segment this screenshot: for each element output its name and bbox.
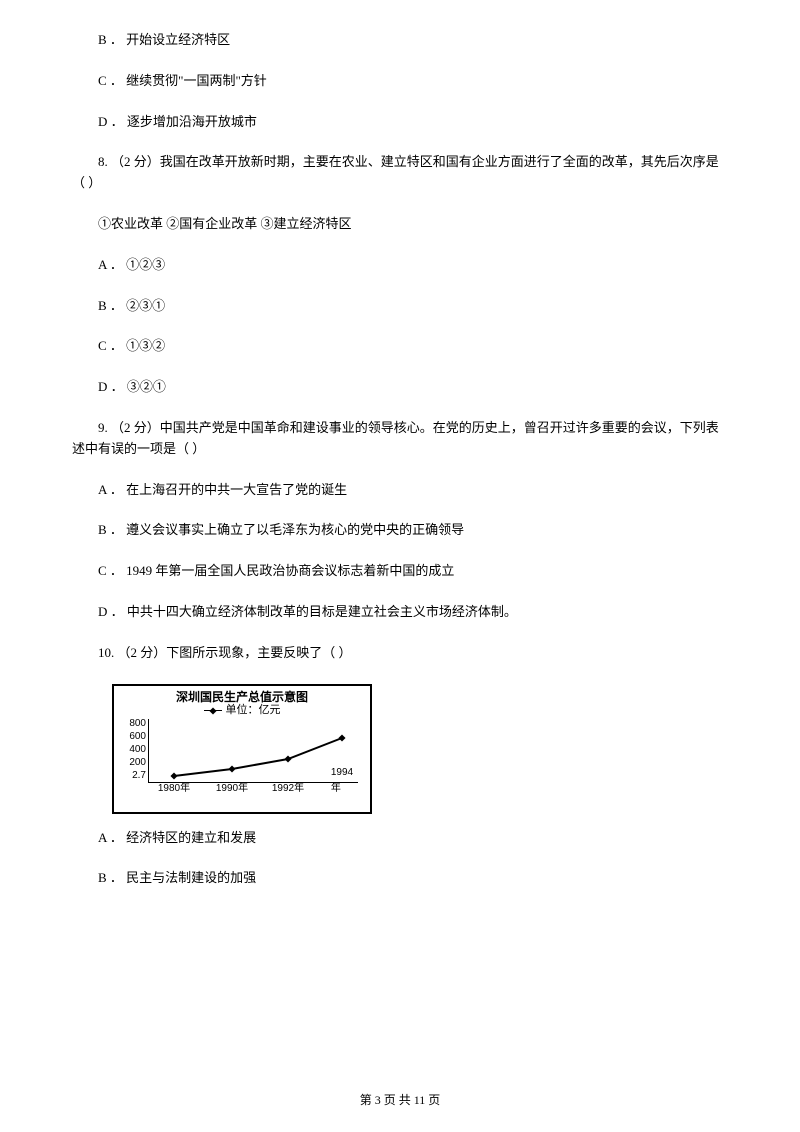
q8-option-b: B ． ②③① bbox=[72, 296, 728, 317]
q7-option-d: D ． 逐步增加沿海开放城市 bbox=[72, 112, 728, 133]
chart-unit-label: 单位：亿元 bbox=[226, 704, 281, 716]
q10-stem: 10. （2 分）下图所示现象，主要反映了（ ） bbox=[72, 643, 728, 664]
page-footer: 第 3 页 共 11 页 bbox=[0, 1091, 800, 1110]
q9-option-c: C ． 1949 年第一届全国人民政治协商会议标志着新中国的成立 bbox=[72, 561, 728, 582]
chart-title: 深圳国民生产总值示意图 bbox=[120, 690, 364, 704]
q8-option-a: A ． ①②③ bbox=[72, 255, 728, 276]
ytick-2.7: 2.7 bbox=[120, 768, 146, 784]
chart-subtitle: 单位：亿元 bbox=[120, 704, 364, 717]
q8-list: ①农业改革 ②国有企业改革 ③建立经济特区 bbox=[72, 214, 728, 235]
q9-option-d: D ． 中共十四大确立经济体制改革的目标是建立社会主义市场经济体制。 bbox=[72, 602, 728, 623]
q9-option-a: A ． 在上海召开的中共一大宣告了党的诞生 bbox=[72, 480, 728, 501]
q7-option-b: B ． 开始设立经济特区 bbox=[72, 30, 728, 51]
q9-stem: 9. （2 分）中国共产党是中国革命和建设事业的领导核心。在党的历史上，曾召开过… bbox=[72, 418, 728, 460]
q9-option-b: B ． 遵义会议事实上确立了以毛泽东为核心的党中央的正确领导 bbox=[72, 520, 728, 541]
chart-plot-area: 800 600 400 200 2.7 1980年 1990年 1992年 19… bbox=[120, 719, 364, 797]
xtick-1: 1990年 bbox=[216, 781, 248, 797]
q8-option-c: C ． ①③② bbox=[72, 336, 728, 357]
q7-option-c: C ． 继续贯彻"一国两制"方针 bbox=[72, 71, 728, 92]
q10-option-a: A ． 经济特区的建立和发展 bbox=[72, 828, 728, 849]
q8-stem: 8. （2 分）我国在改革开放新时期，主要在农业、建立特区和国有企业方面进行了全… bbox=[72, 152, 728, 194]
q10-chart: 深圳国民生产总值示意图 单位：亿元 800 600 400 200 2.7 19… bbox=[112, 684, 372, 814]
q8-option-d: D ． ③②① bbox=[72, 377, 728, 398]
exam-page: B ． 开始设立经济特区 C ． 继续贯彻"一国两制"方针 D ． 逐步增加沿海… bbox=[0, 0, 800, 959]
xtick-2: 1992年 bbox=[272, 781, 304, 797]
legend-marker-icon bbox=[204, 710, 222, 711]
q10-option-b: B ． 民主与法制建设的加强 bbox=[72, 868, 728, 889]
xtick-0: 1980年 bbox=[158, 781, 190, 797]
chart-svg bbox=[148, 719, 358, 783]
